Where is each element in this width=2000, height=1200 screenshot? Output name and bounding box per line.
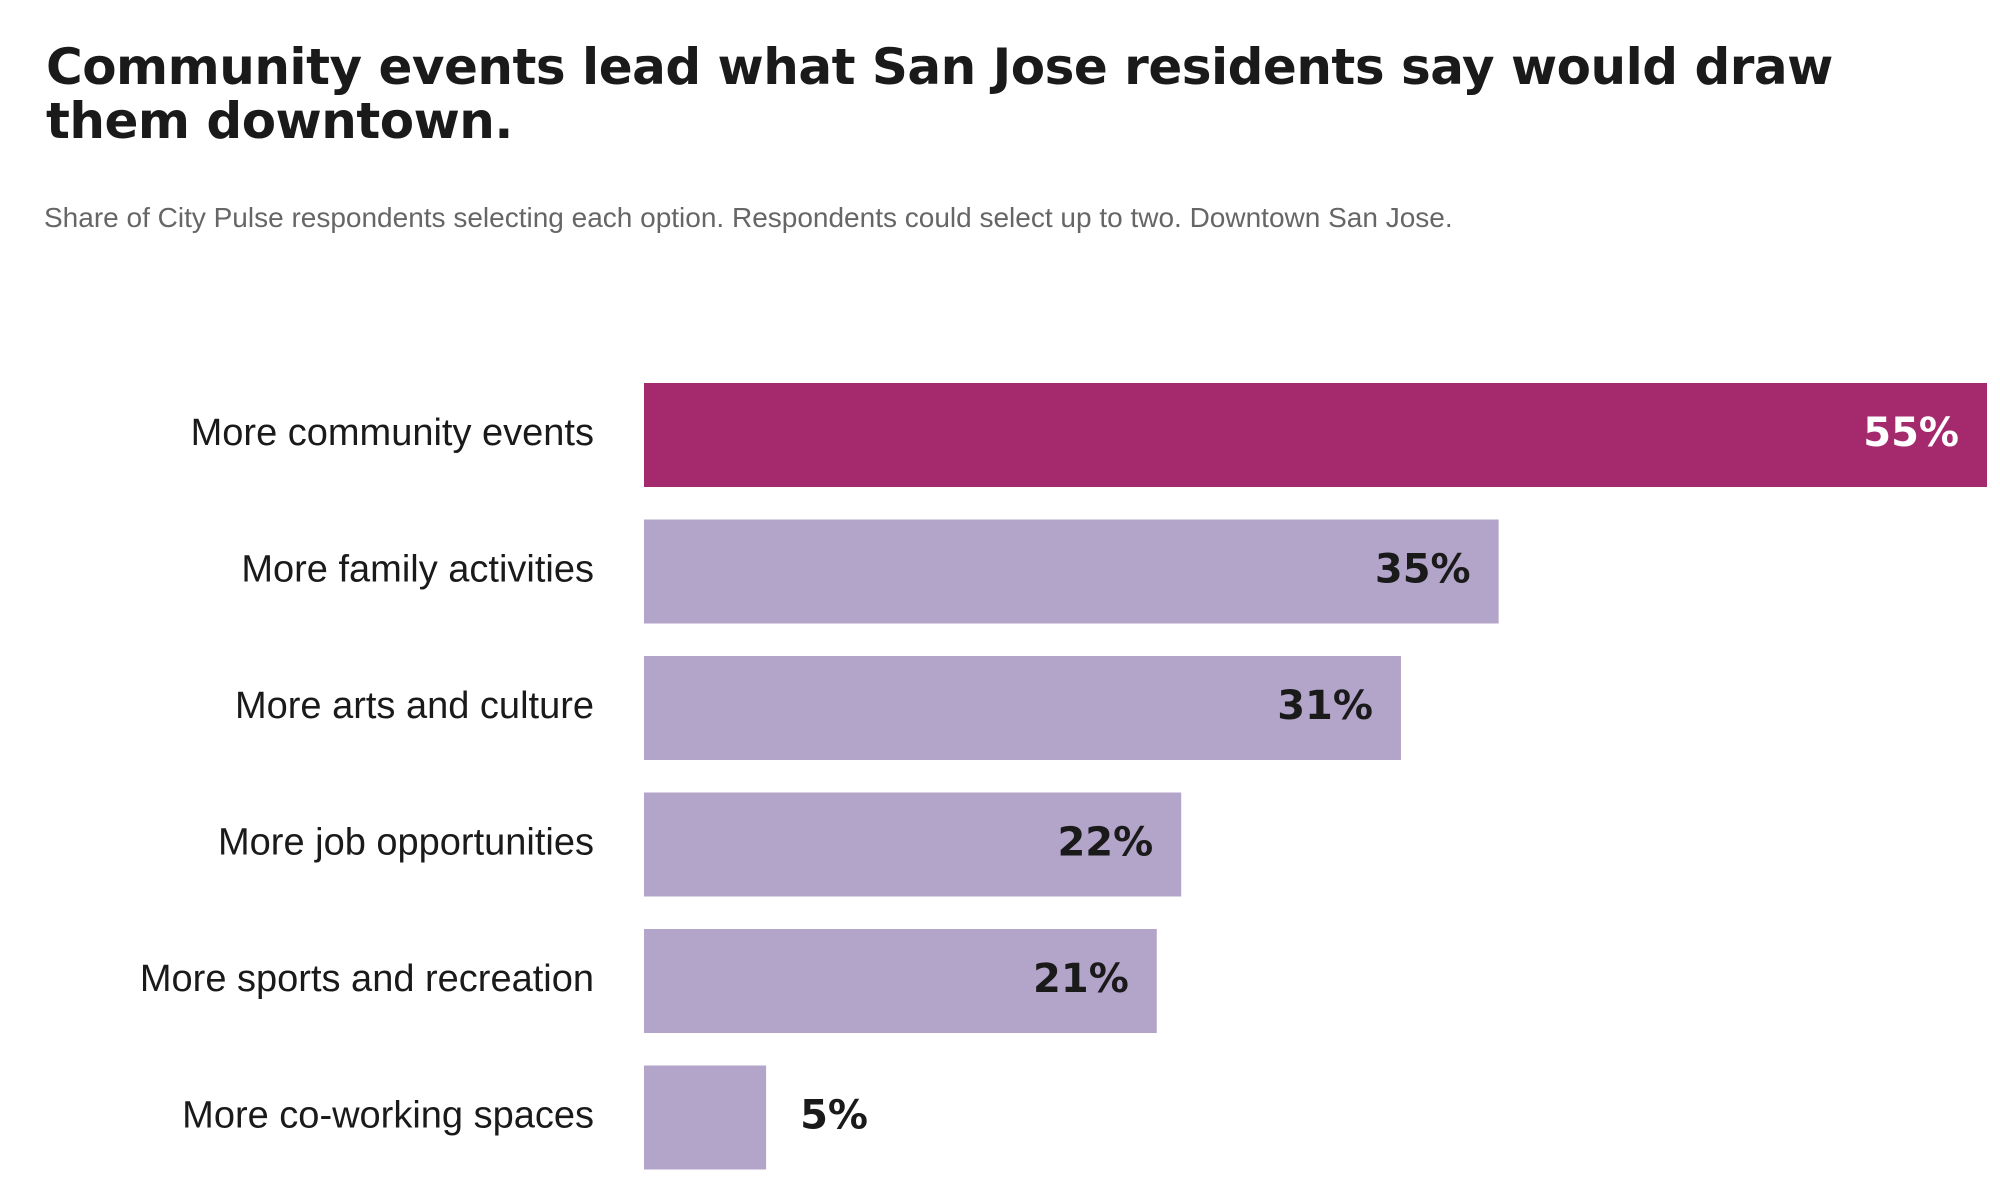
bar	[644, 792, 1182, 897]
category-label: More arts and culture	[235, 685, 594, 727]
bar	[644, 383, 1987, 487]
bar	[644, 656, 1401, 760]
bar	[644, 1065, 767, 1170]
value-label: 55%	[1863, 410, 1959, 456]
category-label: More family activities	[241, 549, 594, 591]
category-label: More sports and recreation	[140, 958, 594, 1000]
category-label: More community events	[191, 412, 594, 454]
bar	[644, 929, 1157, 1033]
bar	[644, 519, 1499, 624]
category-label: More job opportunities	[218, 822, 594, 864]
chart-title: Community events lead what San Jose resi…	[46, 38, 1833, 150]
value-label: 22%	[1057, 820, 1153, 866]
chart-subtitle: Share of City Pulse respondents selectin…	[44, 202, 1453, 233]
value-label: 31%	[1277, 683, 1373, 729]
value-label: 35%	[1375, 547, 1471, 593]
value-label: 5%	[800, 1093, 868, 1139]
value-label: 21%	[1033, 956, 1129, 1002]
category-label: More co-working spaces	[182, 1095, 594, 1137]
